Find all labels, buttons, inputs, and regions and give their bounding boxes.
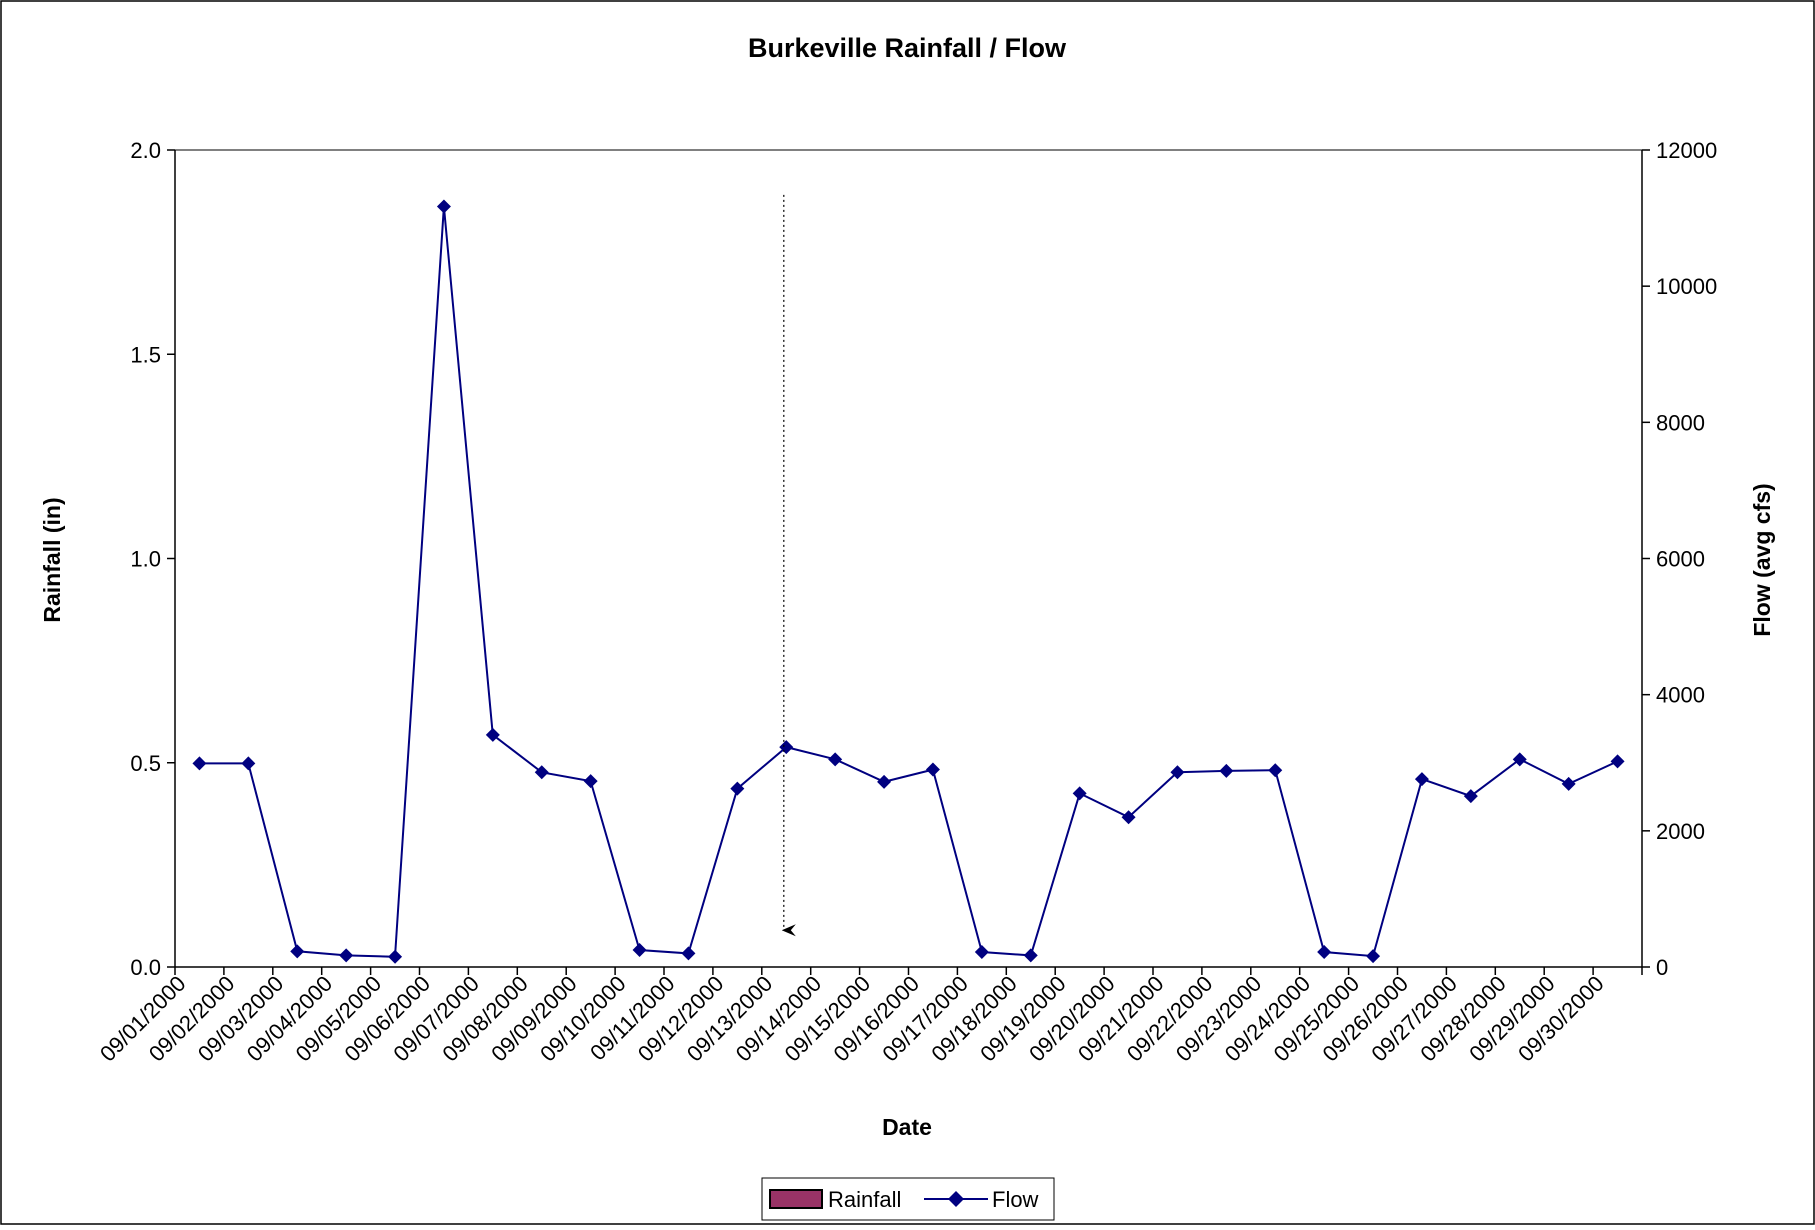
flow-point (1610, 754, 1625, 769)
right-y-tick-label: 2000 (1656, 819, 1705, 844)
flow-point (534, 765, 549, 780)
flow-point (192, 756, 207, 771)
right-y-tick-label: 4000 (1656, 683, 1705, 708)
flow-point (1463, 789, 1478, 804)
flow-point (730, 781, 745, 796)
legend-flow-label: Flow (992, 1187, 1039, 1212)
flow-point (1317, 945, 1332, 960)
left-y-tick-label: 1.5 (130, 342, 161, 367)
flow-point (877, 774, 892, 789)
flow-point (1219, 763, 1234, 778)
right-y-tick-label: 12000 (1656, 138, 1717, 163)
x-axis-label: Date (882, 1114, 932, 1140)
right-y-tick-label: 10000 (1656, 274, 1717, 299)
flow-point (1366, 949, 1381, 964)
flow-point (1121, 810, 1136, 825)
legend-rainfall-label: Rainfall (828, 1187, 901, 1212)
flow-point (1414, 772, 1429, 787)
right-y-tick-label: 0 (1656, 955, 1668, 980)
flow-point (681, 946, 696, 961)
flow-point (828, 752, 843, 767)
right-y-tick-label: 8000 (1656, 410, 1705, 435)
flow-point (583, 774, 598, 789)
flow-point (632, 942, 647, 957)
flow-point (974, 945, 989, 960)
left-y-tick-label: 0.5 (130, 751, 161, 776)
flow-point (1512, 752, 1527, 767)
flow-point (485, 727, 500, 742)
chart-title: Burkeville Rainfall / Flow (748, 33, 1067, 63)
left-y-axis-label: Rainfall (in) (39, 497, 65, 622)
flow-series-line (199, 206, 1618, 958)
flow-point (779, 740, 794, 755)
legend-rainfall-swatch (769, 1189, 823, 1209)
flow-point (1072, 786, 1087, 801)
flow-point (1268, 763, 1283, 778)
flow-point (1170, 765, 1185, 780)
flow-point (290, 944, 305, 959)
right-y-tick-label: 6000 (1656, 547, 1705, 572)
legend: Rainfall Flow (761, 1177, 1055, 1221)
flow-point (339, 948, 354, 963)
flow-point (1561, 776, 1576, 791)
left-y-tick-label: 2.0 (130, 138, 161, 163)
flow-point (436, 199, 451, 214)
flow-point (241, 756, 256, 771)
flow-point (925, 762, 940, 777)
legend-flow-marker (948, 1191, 964, 1207)
right-y-axis-label: Flow (avg cfs) (1749, 483, 1775, 636)
left-y-tick-label: 0.0 (130, 955, 161, 980)
left-y-tick-label: 1.0 (130, 547, 161, 572)
flow-point (388, 949, 403, 964)
flow-point (1023, 948, 1038, 963)
